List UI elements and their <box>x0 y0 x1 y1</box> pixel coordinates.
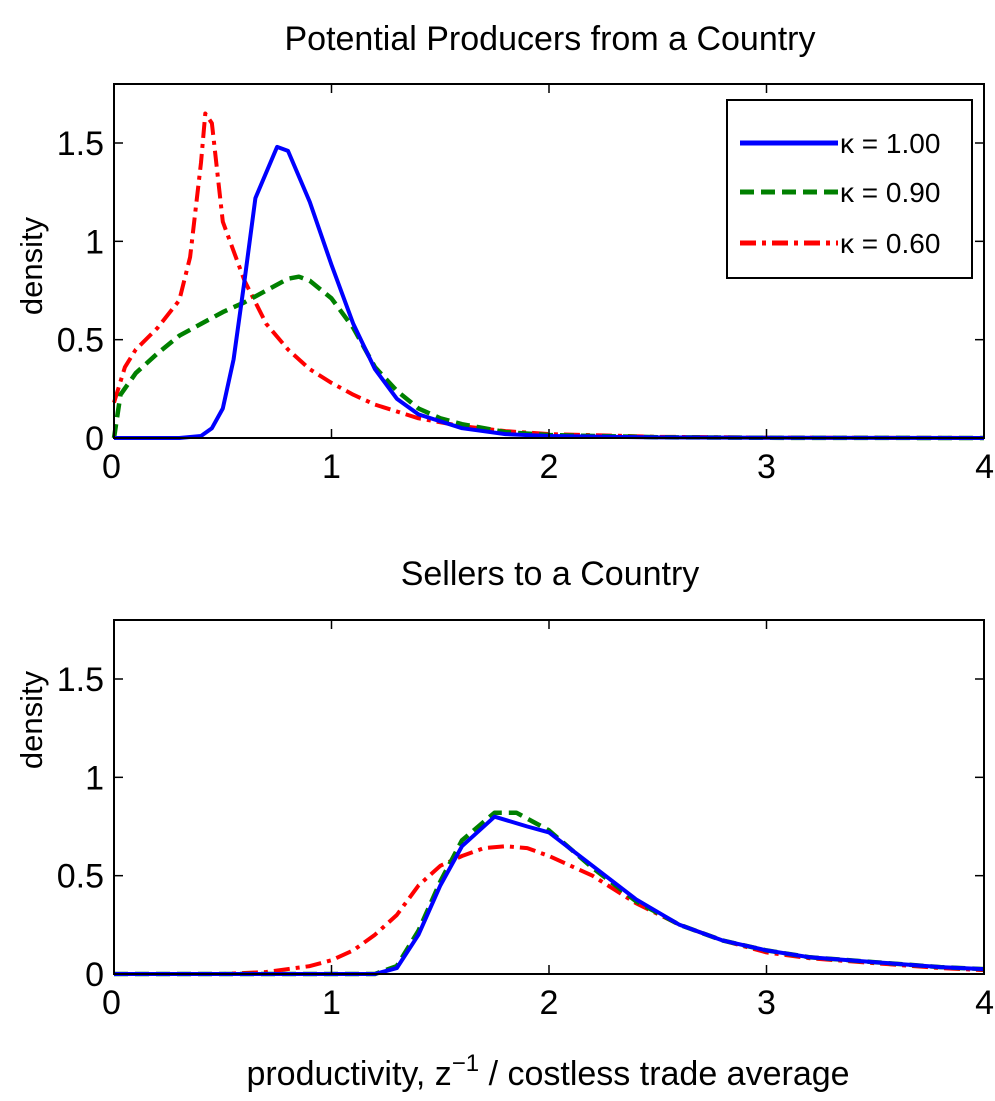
chart-sellers: Sellers to a Country density 0 1 2 3 4 0 0.5 1 1… <box>14 555 994 1093</box>
chart-title: Sellers to a Country <box>401 555 700 593</box>
y-tick-label: 1 <box>85 759 104 797</box>
series-line-100 <box>114 144 985 440</box>
axes-box <box>113 619 985 975</box>
plot-area <box>111 111 985 441</box>
y-tick-label: 1.5 <box>57 125 104 163</box>
y-axis-label: density <box>14 216 49 315</box>
y-tick-label: 0.5 <box>57 322 104 360</box>
x-tick-label: 4 <box>975 984 994 1022</box>
chart-title: Potential Producers from a Country <box>284 20 815 58</box>
series-line-060 <box>112 111 985 440</box>
plot-area <box>114 810 985 977</box>
axis-ticks: 0 1 2 3 4 0 0.5 1 1.5 <box>57 84 994 486</box>
x-tick-label: 2 <box>540 448 559 486</box>
y-tick-label: 1 <box>85 223 104 261</box>
y-axis-label: density <box>14 670 49 769</box>
y-tick-label: 0 <box>85 956 104 994</box>
legend-label-k090: κ = 0.90 <box>840 177 940 208</box>
x-tick-label: 1 <box>322 984 341 1022</box>
axis-ticks: 0 1 2 3 4 0 0.5 1 1.5 <box>57 620 994 1022</box>
y-tick-label: 1.5 <box>57 661 104 699</box>
legend: κ = 1.00 κ = 0.90 κ = 0.60 <box>726 99 973 279</box>
series-line-090 <box>114 810 985 977</box>
x-tick-label: 0 <box>102 448 121 486</box>
x-tick-label: 3 <box>757 984 776 1022</box>
x-tick-label: 3 <box>757 448 776 486</box>
x-tick-label: 4 <box>975 448 994 486</box>
series-line-100 <box>114 814 985 976</box>
x-tick-label: 0 <box>102 984 121 1022</box>
chart-potential-producers: Potential Producers from a Country densi… <box>14 20 994 486</box>
legend-box <box>726 99 973 279</box>
x-tick-label: 1 <box>322 448 341 486</box>
legend-label-k060: κ = 0.60 <box>840 228 940 259</box>
y-tick-label: 0 <box>85 420 104 458</box>
legend-label-k100: κ = 1.00 <box>840 128 940 159</box>
x-axis-label: productivity, z−1 / costless trade avera… <box>246 1050 849 1093</box>
series-line-090 <box>111 274 985 441</box>
y-tick-label: 0.5 <box>57 858 104 896</box>
x-tick-label: 2 <box>540 984 559 1022</box>
series-line-060 <box>114 844 985 976</box>
